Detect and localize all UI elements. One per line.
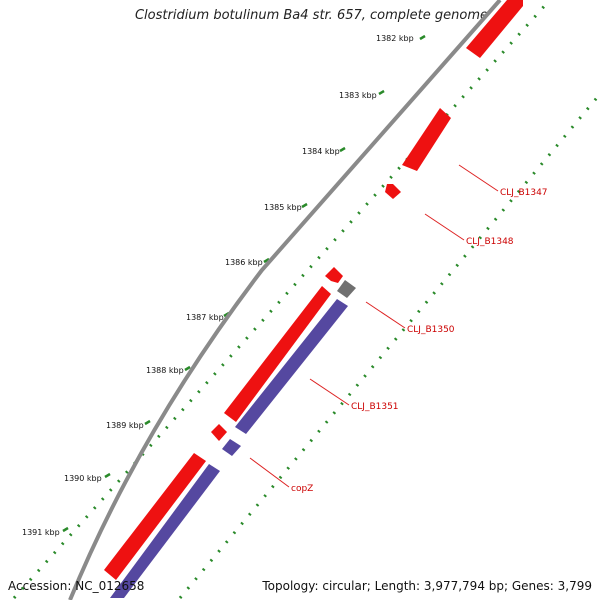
tick-mark <box>144 419 151 426</box>
gene-clj-b1348[interactable] <box>402 108 451 171</box>
gene-copz[interactable] <box>222 439 241 456</box>
gene-label[interactable]: CLJ_B1350 <box>407 325 455 335</box>
leader-line <box>309 378 350 406</box>
inner-scale-ring <box>178 93 600 599</box>
gene-clj-b1351[interactable] <box>235 299 348 434</box>
leader-line <box>365 301 406 329</box>
tick-mark <box>419 34 426 41</box>
leader-line <box>424 213 465 241</box>
accession-text: Accession: NC_012658 <box>8 579 145 593</box>
leader-line <box>249 457 290 488</box>
genome-stats-text: Topology: circular; Length: 3,977,794 bp… <box>262 579 592 593</box>
gene-clj-b1351-forward[interactable] <box>224 286 331 422</box>
gene-labels: CLJ_B1347 CLJ_B1348 CLJ_B1350 CLJ_B1351 … <box>291 188 548 494</box>
tick-mark <box>263 257 270 264</box>
gene-label[interactable]: CLJ_B1347 <box>500 188 548 198</box>
tick-mark <box>378 89 385 96</box>
tick-label: 1383 kbp <box>339 91 377 100</box>
gene-reverse-lower[interactable] <box>110 464 220 598</box>
leader-line <box>458 164 499 192</box>
tick-label: 1388 kbp <box>146 366 184 375</box>
tick-label: 1391 kbp <box>22 528 60 537</box>
gene-label[interactable]: CLJ_B1348 <box>466 237 514 247</box>
major-tick-marks <box>62 34 426 533</box>
tick-label: 1390 kbp <box>64 474 102 483</box>
tick-mark <box>184 365 191 372</box>
gene-small-forward[interactable] <box>211 424 227 441</box>
tick-mark <box>339 146 346 153</box>
gene-small-forward[interactable] <box>325 267 343 283</box>
label-leader-lines <box>249 164 499 488</box>
gene-label[interactable]: CLJ_B1351 <box>351 402 399 412</box>
tick-mark <box>104 472 111 479</box>
gene-clj-b1350[interactable] <box>337 280 356 298</box>
forward-strand-genes <box>104 0 523 580</box>
tick-mark <box>301 202 308 209</box>
tick-label: 1382 kbp <box>376 34 414 43</box>
tick-label: 1386 kbp <box>225 258 263 267</box>
reverse-strand-genes <box>110 299 348 598</box>
gene-small-forward[interactable] <box>385 184 401 199</box>
tick-mark <box>62 526 69 533</box>
genome-backbone <box>68 0 502 600</box>
gene-forward-lower[interactable] <box>104 453 206 580</box>
tick-label: 1387 kbp <box>186 313 224 322</box>
gene-clj-b1347[interactable] <box>466 0 523 58</box>
tick-label: 1385 kbp <box>264 203 302 212</box>
genome-title: Clostridium botulinum Ba4 str. 657, comp… <box>134 8 488 23</box>
tick-labels: 1382 kbp 1383 kbp 1384 kbp 1385 kbp 1386… <box>22 34 414 537</box>
tick-label: 1389 kbp <box>106 421 144 430</box>
gene-label[interactable]: copZ <box>291 484 313 494</box>
tick-label: 1384 kbp <box>302 147 340 156</box>
outer-scale-ring <box>12 0 550 600</box>
